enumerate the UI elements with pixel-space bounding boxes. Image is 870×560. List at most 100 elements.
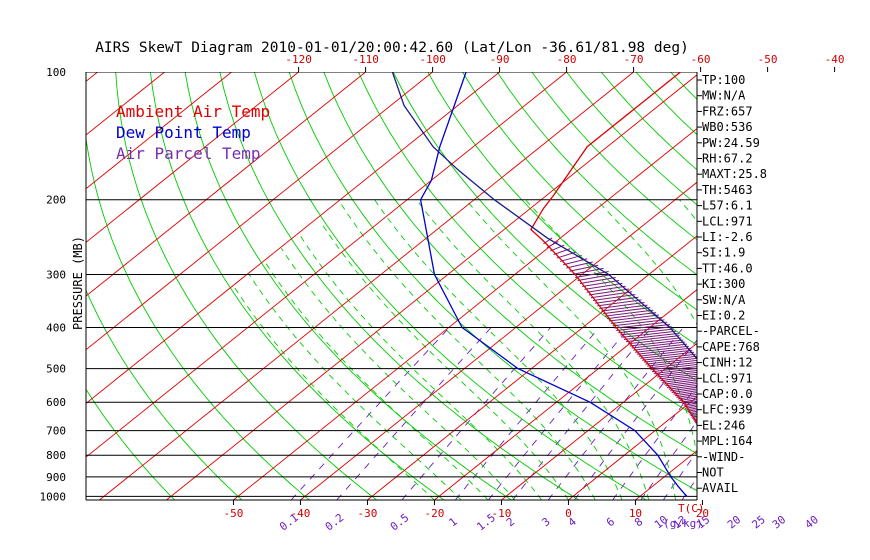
bottom-temp-label: 10 bbox=[629, 507, 642, 520]
mixing-ratio-label: 8 bbox=[632, 515, 645, 529]
cape-hatch-mark bbox=[629, 339, 684, 347]
cape-hatch-mark bbox=[642, 353, 696, 361]
isobars bbox=[86, 72, 697, 497]
mixing-ratio-line bbox=[761, 328, 870, 501]
bottom-temperature-axis: -50 -40 -30 -20 -10 0 10 20 bbox=[224, 500, 709, 520]
isotherm-line bbox=[86, 72, 232, 190]
moist-adiabat-line bbox=[416, 199, 650, 500]
dry-adiabats bbox=[86, 72, 870, 500]
mixing-ratio-label: 30 bbox=[770, 513, 788, 531]
legend-dew-point-temp: Dew Point Temp bbox=[116, 123, 251, 142]
mixing-ratio-line bbox=[454, 327, 600, 500]
cape-hatch-mark bbox=[655, 369, 697, 376]
cape-hatch-mark bbox=[686, 407, 697, 411]
pressure-tick-900: 900 bbox=[46, 471, 66, 484]
dry-adiabat-line bbox=[427, 72, 697, 346]
cape-hatch-mark bbox=[670, 386, 697, 392]
dry-adiabat-line bbox=[670, 72, 697, 100]
cape-hatch-mark bbox=[610, 316, 662, 324]
mixing-ratio-line bbox=[336, 327, 492, 500]
cape-hatch bbox=[543, 237, 697, 427]
pressure-axis: 100 200 300 400 500 600 700 800 900 1000 bbox=[40, 66, 67, 503]
bottom-temp-label: -40 bbox=[291, 507, 311, 520]
stat-item: -PARCEL- bbox=[702, 324, 760, 338]
mixing-ratio-label: 3 bbox=[539, 515, 552, 529]
series-lines bbox=[391, 72, 697, 497]
mixing-ratio-label: 0.2 bbox=[323, 511, 347, 533]
moist-adiabat-line bbox=[280, 247, 516, 500]
mixing-ratio-label: 1 bbox=[447, 515, 460, 529]
isotherm-line bbox=[86, 72, 500, 404]
stat-item: TP:100 bbox=[702, 73, 745, 87]
cape-hatch-mark bbox=[592, 294, 636, 302]
bottom-temp-label: 20 bbox=[696, 507, 709, 520]
cape-hatch-mark bbox=[605, 309, 654, 317]
cape-hatch-mark bbox=[666, 383, 697, 388]
dry-adiabat-line bbox=[844, 72, 870, 500]
cape-hatch-mark bbox=[569, 264, 599, 272]
cape-hatch-mark bbox=[647, 359, 697, 367]
cape-hatch-mark bbox=[635, 345, 689, 353]
cape-hatch-mark bbox=[682, 400, 697, 405]
stat-item: MPL:164 bbox=[702, 434, 753, 448]
cape-hatch-mark bbox=[663, 379, 697, 385]
cape-hatch-mark bbox=[683, 402, 697, 406]
top-temp-label: -120 bbox=[285, 53, 312, 66]
top-temp-label: -60 bbox=[691, 53, 711, 66]
moist-adiabat-line bbox=[465, 199, 677, 500]
chart-title: AIRS SkewT Diagram 2010-01-01/20:00:42.6… bbox=[95, 40, 689, 56]
cape-hatch-mark bbox=[665, 381, 697, 387]
cape-hatch-mark bbox=[590, 291, 633, 299]
mixing-ratio-line bbox=[290, 327, 450, 500]
isotherm-line bbox=[86, 72, 299, 243]
dry-adiabat-line bbox=[86, 289, 243, 500]
mixing-ratio-label: 6 bbox=[604, 515, 617, 529]
mixing-ratio-label: 20 bbox=[725, 513, 743, 531]
cape-hatch-mark bbox=[599, 301, 645, 309]
cape-hatch-mark bbox=[668, 384, 697, 390]
stat-item: CAPE:768 bbox=[702, 340, 760, 354]
cape-hatch-mark bbox=[582, 279, 620, 287]
dry-adiabat-line bbox=[115, 72, 377, 500]
y-axis-label: PRESSURE (MB) bbox=[71, 236, 85, 330]
series-air-parcel-temp bbox=[391, 72, 697, 360]
mixing-ratio-label: 40 bbox=[803, 513, 821, 531]
dry-adiabat-line bbox=[496, 72, 697, 276]
stat-item: FRZ:657 bbox=[702, 104, 753, 118]
cape-hatch-mark bbox=[627, 337, 682, 345]
stat-item: RH:67.2 bbox=[702, 152, 753, 166]
cape-hatch-mark bbox=[588, 288, 630, 296]
moist-adiabat-line bbox=[810, 200, 848, 500]
moist-adiabat-line bbox=[298, 233, 542, 500]
top-temp-label: -40 bbox=[825, 53, 845, 66]
bottom-temp-label: -10 bbox=[492, 507, 512, 520]
temperature-unit-label: T(C) bbox=[678, 502, 705, 515]
cape-hatch-mark bbox=[657, 371, 697, 378]
moist-adiabat-line bbox=[319, 221, 569, 500]
legend-ambient-air-temp: Ambient Air Temp bbox=[116, 102, 270, 121]
dry-adiabat-line bbox=[253, 72, 647, 500]
dry-adiabat-line bbox=[219, 72, 580, 500]
top-temp-label: -100 bbox=[419, 53, 446, 66]
bottom-temp-label: -20 bbox=[425, 507, 445, 520]
top-temp-label: -80 bbox=[557, 53, 577, 66]
isotherm-line bbox=[300, 181, 697, 500]
mixing-ratio-label: 2 bbox=[504, 515, 517, 529]
cape-hatch-mark bbox=[601, 304, 648, 312]
stat-item: EL:246 bbox=[702, 418, 745, 432]
mixing-ratio-line bbox=[781, 328, 870, 501]
cape-hatch-mark bbox=[684, 404, 697, 408]
legend-air-parcel-temp: Air Parcel Temp bbox=[116, 144, 261, 163]
cape-hatch-mark bbox=[606, 312, 657, 320]
mixing-ratio-label: 4 bbox=[566, 515, 580, 530]
series-dew-point-temp bbox=[419, 72, 688, 497]
bottom-temp-label: 0 bbox=[565, 507, 572, 520]
isotherm-line bbox=[769, 72, 870, 500]
legend: Ambient Air Temp Dew Point Temp Air Parc… bbox=[116, 102, 270, 163]
moist-adiabat-line bbox=[596, 199, 697, 326]
cape-hatch-mark bbox=[625, 335, 680, 343]
stat-item: PW:24.59 bbox=[702, 136, 760, 150]
pressure-tick-800: 800 bbox=[46, 449, 66, 462]
